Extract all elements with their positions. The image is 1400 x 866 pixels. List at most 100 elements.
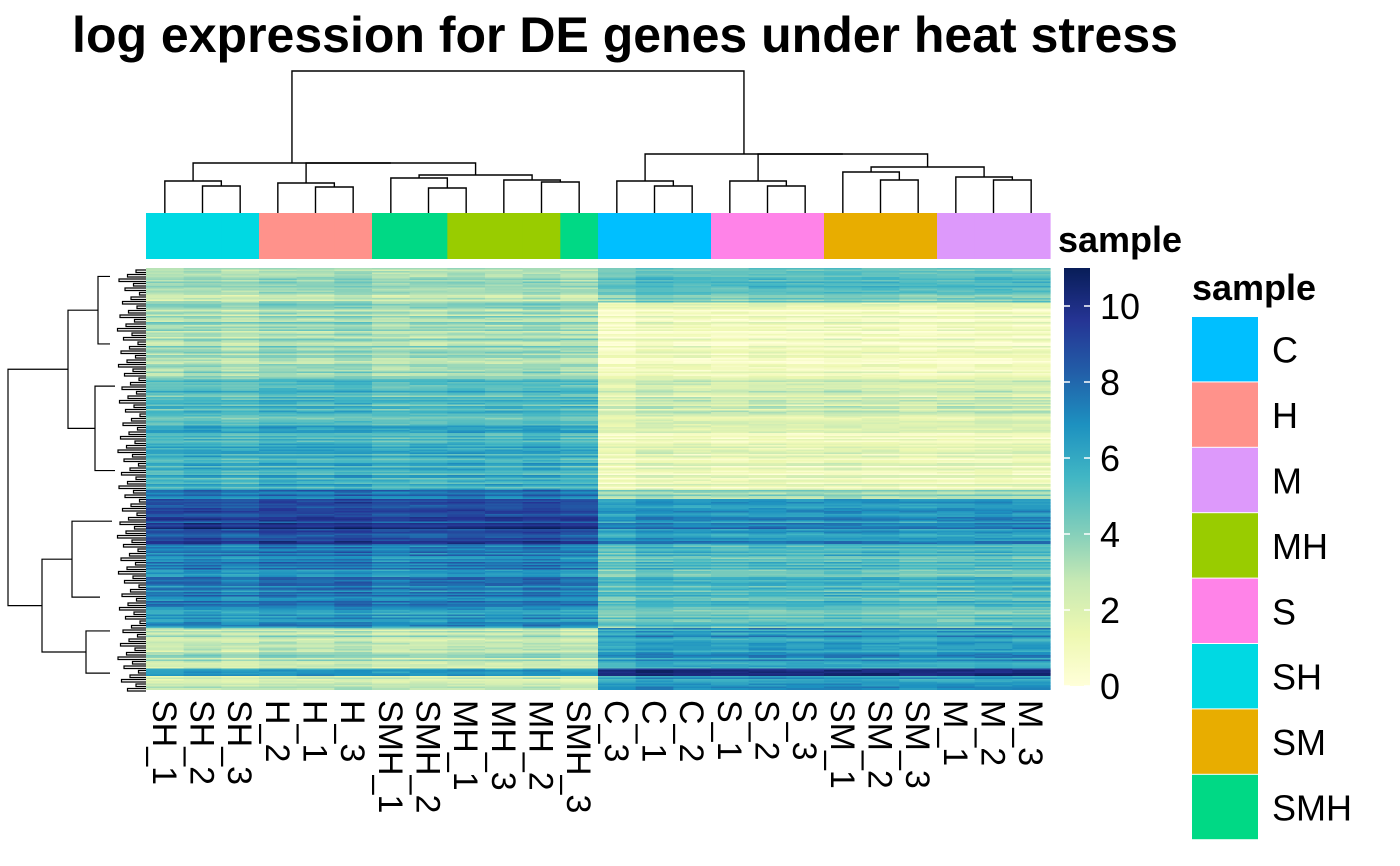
heatmap-cell [598,463,637,465]
heatmap-cell [861,553,900,555]
heatmap-cell [485,350,524,353]
heatmap-cell [748,350,787,353]
heatmap-cell [522,479,561,482]
heatmap-cell [899,424,938,426]
heatmap-cell [598,313,637,315]
heatmap-cell [560,514,599,516]
heatmap-cell [861,538,900,540]
heatmap-cell [296,431,335,434]
heatmap-cell [635,532,674,534]
heatmap-cell [259,376,298,378]
heatmap-cell [146,305,185,308]
heatmap-cell [259,542,298,545]
heatmap-cell [485,352,524,354]
heatmap-cell [1012,302,1051,305]
heatmap-cell [711,302,750,305]
heatmap-cell [259,478,298,480]
heatmap-cell [221,355,260,357]
heatmap-cell [899,529,938,531]
heatmap-cell [635,448,674,450]
heatmap-cells [146,268,1051,690]
heatmap-cell [560,302,599,305]
heatmap-cell [183,362,222,365]
heatmap-cell [183,500,222,503]
heatmap-cell [560,497,599,500]
heatmap-cell [334,407,373,410]
heatmap-cell [409,547,448,549]
heatmap-cell [146,268,185,270]
heatmap-cell [447,347,486,350]
heatmap-cell [748,407,787,410]
heatmap-cell [372,326,411,329]
heatmap-cell [372,433,411,435]
heatmap-cell [146,530,185,533]
heatmap-cell [937,353,976,356]
heatmap-cell [748,433,787,435]
heatmap-cell [748,310,787,312]
heatmap-cell [560,305,599,308]
heatmap-cell [296,370,335,372]
heatmap-cell [1012,443,1051,446]
heatmap-cell [372,308,411,311]
heatmap-cell [937,424,976,426]
heatmap-cell [183,416,222,419]
heatmap-cell [937,551,976,554]
heatmap-cell [673,455,712,458]
heatmap-cell [485,539,524,542]
heatmap-cell [748,565,787,567]
heatmap-cell [221,380,260,383]
heatmap-cell [409,551,448,554]
heatmap-cell [522,505,561,507]
heatmap-cell [974,538,1013,540]
heatmap-cell [560,506,599,509]
heatmap-cell [296,565,335,567]
heatmap-cell [861,563,900,566]
heatmap-cell [861,475,900,477]
heatmap-cell [974,497,1013,500]
dendrogram-branch [130,624,146,629]
heatmap-cell [1012,535,1051,537]
heatmap-cell [334,460,373,462]
heatmap-cell [296,284,335,287]
heatmap-cell [748,509,787,512]
heatmap-cell [1012,427,1051,429]
heatmap-cell [824,568,863,570]
heatmap-cell [372,457,411,459]
heatmap-cell [183,523,222,525]
heatmap-cell [748,442,787,444]
heatmap-cell [635,512,674,515]
heatmap-cell [635,292,674,294]
heatmap-cell [1012,478,1051,480]
heatmap-cell [824,400,863,402]
heatmap-cell [485,347,524,350]
heatmap-cell [974,568,1013,570]
heatmap-cell [522,368,561,371]
heatmap-cell [296,440,335,443]
heatmap-cell [711,290,750,293]
heatmap-cell [937,308,976,311]
heatmap-cell [861,362,900,365]
heatmap-cell [824,560,863,563]
heatmap-cell [409,439,448,441]
heatmap-cell [673,472,712,474]
heatmap-cell [485,494,524,497]
heatmap-cell [146,454,185,456]
heatmap-cell [711,271,750,273]
heatmap-cell [485,301,524,303]
heatmap-cell [372,475,411,477]
heatmap-cell [824,449,863,452]
heatmap-cell [974,370,1013,372]
heatmap-cell [183,473,222,476]
heatmap-cell [372,289,411,291]
heatmap-cell [711,491,750,494]
heatmap-cell [673,499,712,501]
heatmap-cell [861,413,900,416]
heatmap-cell [522,542,561,545]
heatmap-cell [296,317,335,320]
heatmap-cell [1012,490,1051,492]
heatmap-cell [673,296,712,299]
heatmap-cell [824,362,863,365]
heatmap-cell [485,457,524,459]
heatmap-cell [861,470,900,473]
heatmap-cell [560,485,599,488]
